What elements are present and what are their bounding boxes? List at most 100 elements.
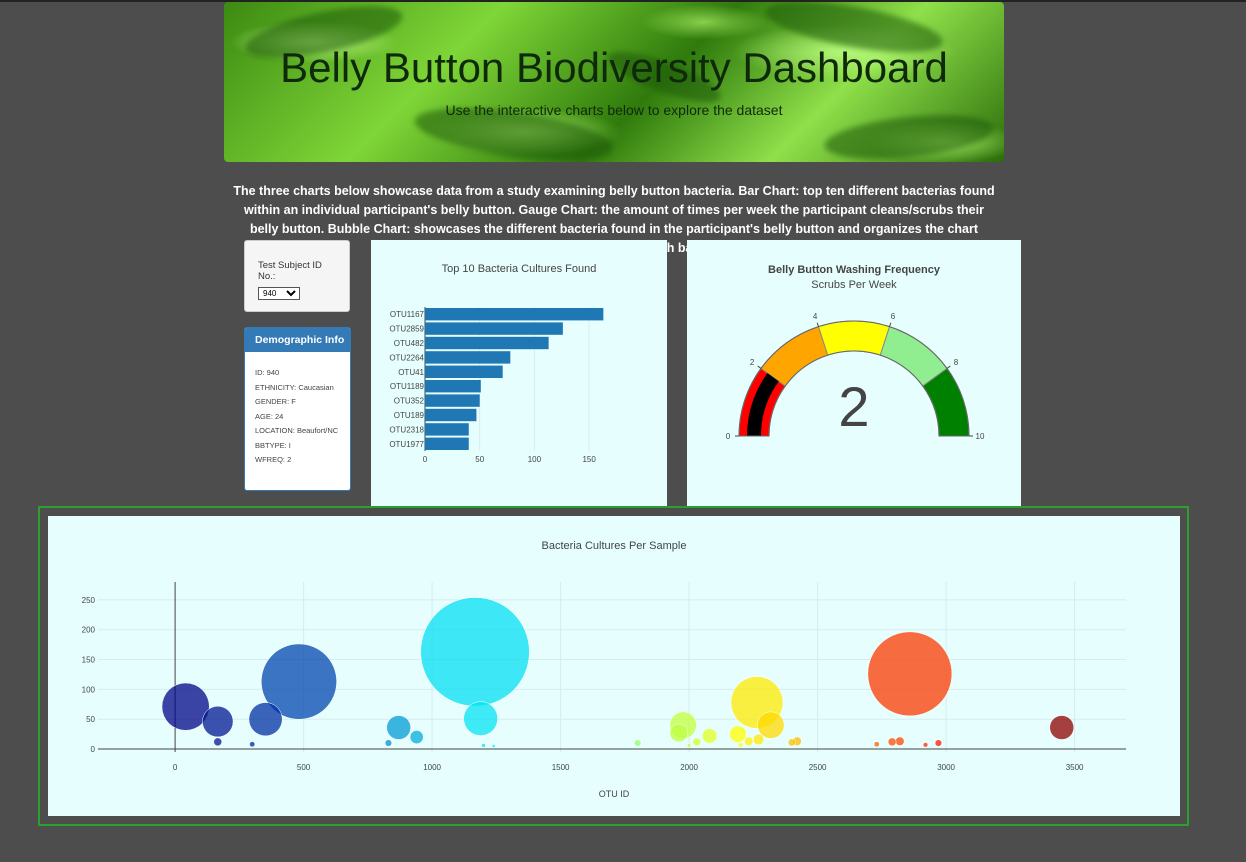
gauge-value-bar xyxy=(747,373,779,436)
demo-ethnicity: ETHNICITY: Caucasian xyxy=(255,382,334,392)
bubble-y-tick-label: 200 xyxy=(82,626,96,635)
demo-id: ID: 940 xyxy=(255,368,280,377)
bubble-y-tick-label: 100 xyxy=(82,685,96,694)
bar-category-label: OTU2264 xyxy=(389,353,424,362)
bar-x-tick-label: 50 xyxy=(475,455,484,464)
bubble-y-tick-label: 250 xyxy=(82,596,96,605)
gauge-tick-label: 2 xyxy=(750,358,755,367)
bubble-x-tick-label: 2000 xyxy=(680,763,698,772)
bar-category-label: OTU1977 xyxy=(389,440,424,449)
subject-id-select[interactable]: 940 xyxy=(258,287,300,300)
gauge-tick-label: 10 xyxy=(976,432,985,441)
bar xyxy=(425,380,481,393)
subject-selector-label: Test Subject ID No.: xyxy=(258,260,322,282)
bubble-chart-title: Bacteria Cultures Per Sample xyxy=(542,540,687,552)
gauge-tick-label: 0 xyxy=(726,432,731,441)
gauge-tick xyxy=(889,322,892,327)
page-title: Belly Button Biodiversity Dashboard xyxy=(280,44,948,91)
bar xyxy=(425,365,503,378)
gauge-chart-title: Belly Button Washing Frequency xyxy=(768,264,941,276)
gauge-tick xyxy=(757,365,762,369)
bubble-point xyxy=(686,743,692,748)
bubble-point xyxy=(934,739,942,747)
bubble-point xyxy=(737,742,744,748)
bar-category-label: OTU352 xyxy=(394,397,425,406)
demo-wfreq: WFREQ: 2 xyxy=(255,455,292,464)
bubble-point xyxy=(922,742,929,748)
top-border xyxy=(0,0,1246,2)
bubble-chart-xlabel: OTU ID xyxy=(599,789,630,799)
bubble-point xyxy=(463,701,498,736)
bubble-point xyxy=(729,725,747,743)
bubble-point xyxy=(757,711,785,739)
bubble-y-tick-label: 50 xyxy=(86,715,95,724)
gauge-tick-label: 4 xyxy=(813,312,818,321)
bubble-point xyxy=(787,738,796,747)
bar xyxy=(425,322,563,335)
bubble-point xyxy=(867,631,953,717)
demographic-info: ID: 940 ETHNICITY: Caucasian GENDER: F A… xyxy=(245,352,350,464)
demographic-panel: Demographic Info ID: 940 ETHNICITY: Cauc… xyxy=(244,327,351,491)
gauge-chart-subtitle: Scrubs Per Week xyxy=(811,279,897,291)
bubble-point xyxy=(1049,715,1074,740)
demo-gender: GENDER: F xyxy=(255,397,296,406)
bar-x-tick-label: 150 xyxy=(582,455,596,464)
bar xyxy=(425,408,477,422)
bar-x-tick-label: 0 xyxy=(423,455,428,464)
bar-category-label: OTU189 xyxy=(394,411,425,420)
bubble-point xyxy=(409,730,424,745)
bar xyxy=(425,336,549,350)
bar-chart-card: Top 10 Bacteria Cultures Found 0 50 100 150… xyxy=(371,240,667,506)
bubble-point xyxy=(249,741,256,748)
bubble-point xyxy=(873,741,880,748)
bar xyxy=(425,437,469,450)
gauge-chart-card: Belly Button Washing Frequency Scrubs Pe… xyxy=(687,240,1021,506)
gauge-tick xyxy=(816,322,819,327)
bubble-point xyxy=(692,737,702,747)
subject-selector-well: Test Subject ID No.: 940 xyxy=(244,240,350,312)
bubble-chart: Bacteria Cultures Per Sample OTU ID 0 50 1… xyxy=(82,540,1126,799)
bubble-point xyxy=(261,643,337,720)
bubble-point xyxy=(384,739,392,747)
bubble-x-tick-label: 1000 xyxy=(423,763,441,772)
gauge-tick xyxy=(946,365,951,369)
bar-category-label: OTU1189 xyxy=(390,382,425,391)
bubble-point xyxy=(634,739,642,747)
gauge-chart: Belly Button Washing Frequency Scrubs Pe… xyxy=(726,264,985,441)
bar-category-label: OTU482 xyxy=(394,339,425,348)
bubble-chart-highlight xyxy=(38,506,1189,826)
bubble-y-tick-label: 0 xyxy=(91,745,96,754)
page-subtitle: Use the interactive charts below to expl… xyxy=(445,102,783,118)
gauge-tick-label: 6 xyxy=(891,312,896,321)
gauge-value: 2 xyxy=(838,375,869,438)
bubble-point xyxy=(161,682,210,731)
bubble-point xyxy=(386,715,411,740)
bubble-point xyxy=(887,737,897,747)
demo-bbtype: BBTYPE: I xyxy=(255,440,291,450)
bubble-chart-card: Bacteria Cultures Per Sample OTU ID 0 50 1… xyxy=(48,516,1180,816)
bar-category-label: OTU1167 xyxy=(390,310,425,319)
gauge-outline xyxy=(738,320,970,437)
bubble-y-tick-label: 150 xyxy=(82,656,96,665)
bubble-x-tick-label: 500 xyxy=(297,763,311,772)
bubble-point xyxy=(744,736,754,746)
demographic-panel-heading: Demographic Info xyxy=(245,328,350,352)
demo-age: AGE: 24 xyxy=(255,411,284,421)
bubble-point xyxy=(491,744,496,748)
bubble-point xyxy=(213,737,223,747)
bubble-point xyxy=(481,743,486,748)
bubble-x-tick-label: 1500 xyxy=(552,763,570,772)
gauge-tick-label: 8 xyxy=(954,358,959,367)
gauge-step xyxy=(817,320,891,356)
bubble-x-tick-label: 3500 xyxy=(1066,763,1084,772)
bubble-x-tick-label: 2500 xyxy=(809,763,827,772)
bar xyxy=(425,423,469,436)
bar-x-tick-label: 100 xyxy=(528,455,542,464)
bubble-x-tick-label: 3000 xyxy=(937,763,955,772)
bubble-point xyxy=(420,597,530,707)
bar-category-label: OTU2859 xyxy=(389,325,424,334)
bubble-point xyxy=(895,736,905,746)
bubble-point xyxy=(702,728,718,744)
bar-category-label: OTU41 xyxy=(398,368,424,377)
bubble-point xyxy=(248,702,283,737)
